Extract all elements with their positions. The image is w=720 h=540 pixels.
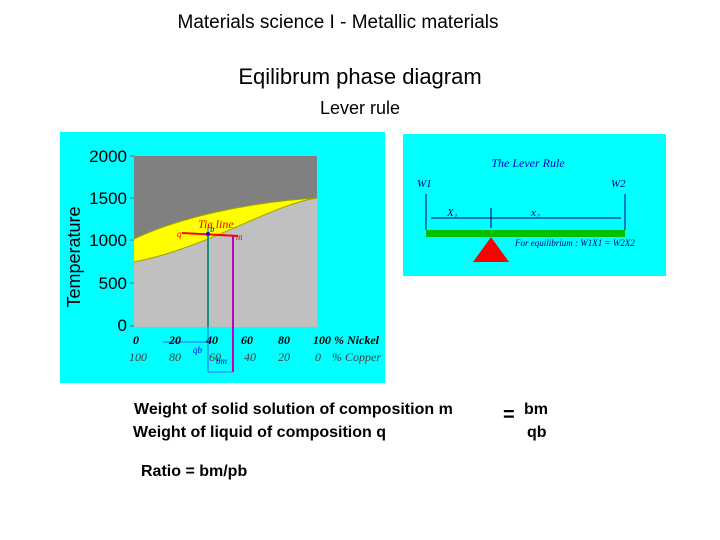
header-text: Materials science I - Metallic materials [177, 12, 499, 33]
nickel-tick-label: 40 [205, 333, 218, 347]
copper-tick-label: 0 [315, 350, 321, 364]
x1-label: X₁ [446, 207, 458, 219]
denominator-short: qb [527, 424, 547, 441]
nickel-unit-label: % Nickel [334, 333, 380, 347]
nickel-tick-label: 0 [133, 333, 139, 347]
copper-tick-label: 100 [129, 350, 147, 364]
lever-title: The Lever Rule [491, 156, 565, 170]
lever-rule-diagram: The Lever Rule W1 W2 X₁ x₂ For equilibri… [403, 134, 666, 276]
point-m-label: m [236, 232, 243, 242]
lever-beam [426, 230, 625, 237]
x2-label: x₂ [530, 207, 540, 219]
tie-line [181, 232, 239, 237]
copper-tick-label: 80 [169, 350, 181, 364]
point-b-marker [206, 232, 210, 236]
numerator-text: Weight of solid solution of composition … [134, 401, 453, 418]
denominator-text: Weight of liquid of composition q [133, 424, 386, 441]
point-b-label: b [210, 224, 215, 234]
y-tick-label: 0 [118, 316, 127, 335]
y-tick-label: 500 [99, 274, 127, 293]
lever-rule-svg: The Lever Rule W1 W2 X₁ x₂ For equilibri… [417, 156, 635, 262]
liquid-region [134, 156, 317, 239]
copper-tick-label: 20 [278, 350, 290, 364]
ratio-text: Ratio = bm/pb [141, 463, 248, 480]
y-axis-label: Temperature [64, 206, 84, 307]
w1-label: W1 [417, 178, 432, 190]
point-q-label: q [177, 229, 182, 239]
y-tick-label: 1000 [89, 231, 127, 250]
w2-label: W2 [611, 178, 626, 190]
fulcrum [473, 237, 509, 262]
phase-diagram-svg: 2000 1500 1000 500 0 Temperature Tie lin… [64, 147, 381, 373]
equilibrium-formula: For equilibrium : W1X1 = W2X2 [514, 238, 635, 248]
copper-tick-label: 60 [209, 350, 221, 364]
solidus-line [133, 197, 318, 263]
nickel-tick-label: 80 [278, 333, 290, 347]
tie-line-label: Tie line [198, 217, 234, 231]
copper-unit-label: % Copper [332, 350, 381, 364]
slide-subtitle: Lever rule [319, 98, 401, 118]
slide-title: Eqilibrum phase diagram [238, 64, 482, 89]
equals-sign: = [503, 404, 515, 426]
liquidus-line [133, 197, 318, 240]
y-tick-label: 1500 [89, 189, 127, 208]
numerator-short: bm [524, 401, 548, 418]
copper-tick-label: 40 [244, 350, 256, 364]
nickel-tick-label: 20 [168, 333, 181, 347]
bm-label: bm [216, 356, 228, 366]
qb-label: qb [193, 345, 203, 355]
phase-diagram: 2000 1500 1000 500 0 Temperature Tie lin… [60, 132, 385, 383]
y-tick-label: 2000 [89, 147, 127, 166]
nickel-tick-label: 60 [241, 333, 253, 347]
two-phase-region [134, 198, 317, 262]
nickel-tick-label: 100 [313, 333, 331, 347]
